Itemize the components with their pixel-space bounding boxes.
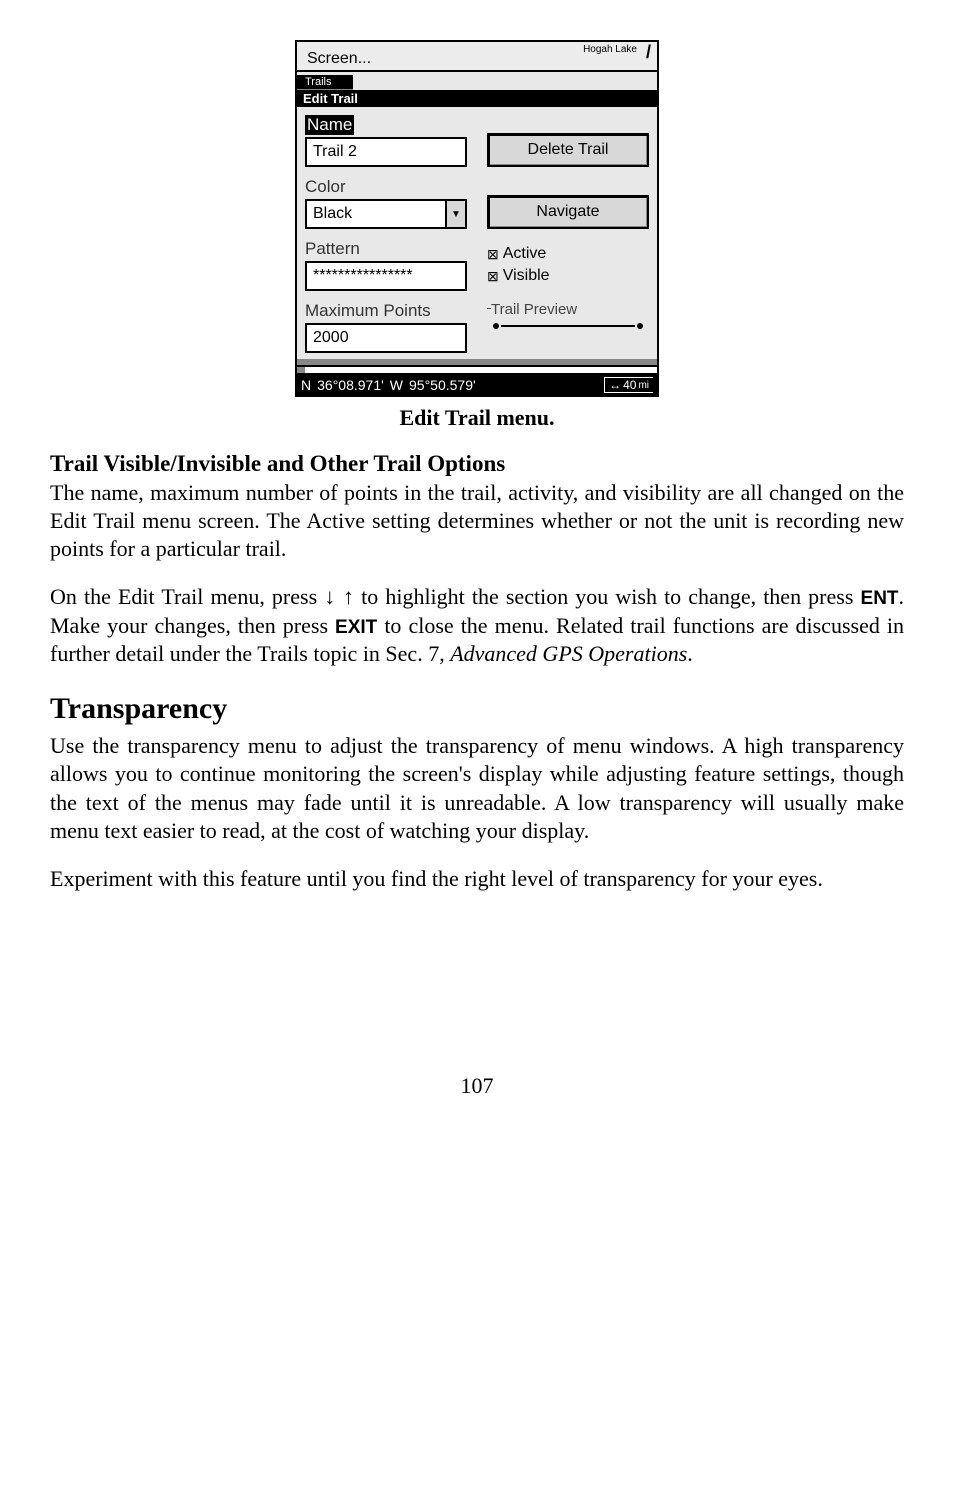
chevron-down-icon[interactable]: ▼ (447, 199, 467, 229)
trail-preview: Trail Preview (487, 301, 649, 353)
active-label: Active (503, 245, 547, 263)
trail-line (501, 325, 635, 327)
paragraph: On the Edit Trail menu, press ↓ ↑ to hig… (50, 583, 904, 668)
text: . (687, 641, 693, 666)
scale-arrow-icon: ↔ (609, 378, 621, 392)
status-w: W (390, 377, 403, 393)
color-value: Black (305, 199, 447, 229)
figure-caption: Edit Trail menu. (399, 405, 554, 431)
status-lon: 95°50.579' (409, 377, 476, 393)
paragraph: The name, maximum number of points in th… (50, 479, 904, 563)
status-lat: 36°08.971' (317, 377, 384, 393)
scale-distance: 40 (623, 378, 636, 392)
maxpoints-label: Maximum Points (305, 301, 467, 321)
scrollbar[interactable] (297, 365, 657, 375)
figure-edit-trail: Screen... Hogah Lake / Trails Edit Trail… (50, 40, 904, 431)
visible-label: Visible (503, 267, 550, 285)
heading-trail-options: Trail Visible/Invisible and Other Trail … (50, 451, 904, 477)
screen-menu-label: Screen... (297, 50, 377, 70)
pattern-input[interactable]: **************** (305, 261, 467, 291)
map-road-line: / (646, 42, 651, 63)
status-bar: N 36°08.971' W 95°50.579' ↔ 40 mi (297, 375, 657, 395)
scale-unit: mi (638, 380, 649, 391)
paragraph: Use the transparency menu to adjust the … (50, 732, 904, 845)
navigate-button[interactable]: Navigate (487, 195, 649, 229)
name-input[interactable]: Trail 2 (305, 137, 467, 167)
color-label: Color (305, 177, 467, 197)
paragraph: Experiment with this feature until you f… (50, 865, 904, 893)
active-checkbox[interactable]: ⊠ Active (487, 245, 649, 263)
edit-trail-panel: Name Trail 2 Delete Trail Color Black ▼ … (297, 107, 657, 365)
status-n: N (301, 377, 311, 393)
scale-indicator: ↔ 40 mi (604, 377, 653, 393)
checkbox-checked-icon: ⊠ (487, 268, 499, 285)
visible-checkbox[interactable]: ⊠ Visible (487, 267, 649, 285)
pattern-label: Pattern (305, 239, 467, 259)
exit-key: EXIT (335, 617, 377, 638)
device-screenshot: Screen... Hogah Lake / Trails Edit Trail… (295, 40, 659, 397)
color-dropdown[interactable]: Black ▼ (305, 199, 467, 229)
delete-trail-button[interactable]: Delete Trail (487, 133, 649, 167)
name-label: Name (305, 115, 354, 135)
heading-transparency: Transparency (50, 692, 904, 726)
edit-trail-title-bar: Edit Trail (297, 90, 657, 107)
trails-tab: Trails (297, 72, 657, 90)
trail-preview-label: Trail Preview (491, 301, 649, 318)
trail-point-icon (637, 323, 643, 329)
map-label: Hogah Lake (583, 44, 637, 55)
maxpoints-input[interactable]: 2000 (305, 323, 467, 353)
ent-key: ENT (861, 588, 899, 609)
trail-point-icon (493, 323, 499, 329)
checkbox-checked-icon: ⊠ (487, 246, 499, 263)
text: to highlight the section you wish to cha… (354, 584, 861, 609)
text: On the Edit Trail menu, press (50, 584, 324, 609)
text-italic: Advanced GPS Operations (450, 641, 687, 666)
page-number: 107 (50, 1073, 904, 1099)
arrow-keys-icon: ↓ ↑ (324, 584, 354, 609)
screen-menu-row: Screen... Hogah Lake / (297, 42, 657, 72)
